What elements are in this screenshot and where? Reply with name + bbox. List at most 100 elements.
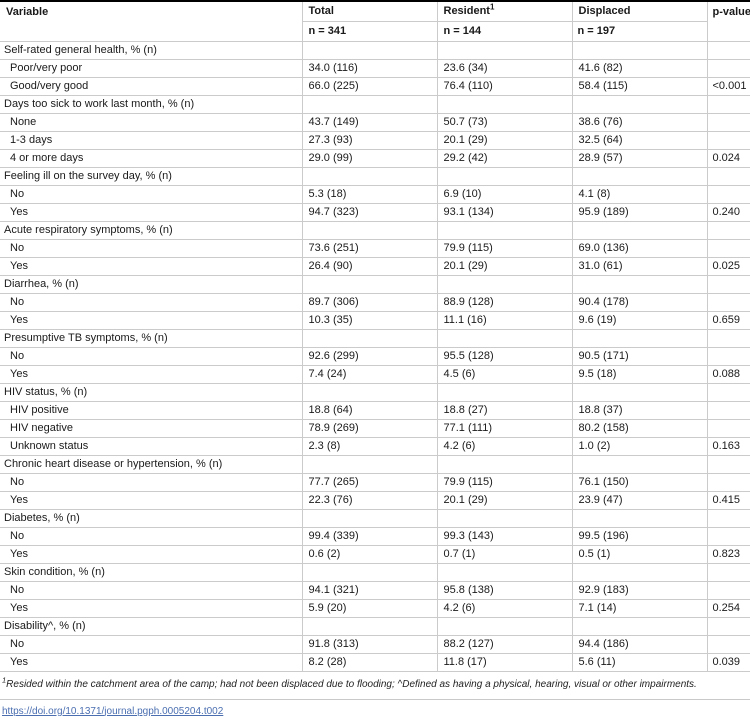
displaced-cell	[571, 40, 708, 60]
displaced-cell	[571, 166, 708, 186]
variable-cell: Skin condition, % (n)	[0, 562, 303, 582]
resident-cell: 11.8 (17)	[436, 652, 573, 672]
total-cell	[301, 40, 438, 60]
data-row: No 99.4 (339) 99.3 (143) 99.5 (196)	[0, 526, 750, 546]
data-row: Yes 22.3 (76) 20.1 (29) 23.9 (47) 0.415	[0, 490, 750, 510]
total-cell	[301, 562, 438, 582]
resident-cell: 99.3 (143)	[436, 526, 573, 546]
resident-cell: 4.2 (6)	[436, 598, 573, 618]
resident-footnote-marker: 1	[489, 2, 495, 12]
table-footnote: 1Resided within the catchment area of th…	[2, 676, 748, 692]
total-cell	[301, 274, 438, 294]
data-row: Yes 26.4 (90) 20.1 (29) 31.0 (61) 0.025	[0, 256, 750, 276]
footnote-divider	[0, 698, 750, 700]
displaced-cell	[571, 508, 708, 528]
pvalue-cell	[706, 562, 750, 582]
variable-cell: Days too sick to work last month, % (n)	[0, 94, 303, 114]
pvalue-cell	[706, 40, 750, 60]
resident-cell: 23.6 (34)	[436, 58, 573, 78]
resident-cell	[436, 616, 573, 636]
pvalue-cell	[706, 472, 750, 492]
pvalue-cell	[706, 526, 750, 546]
resident-cell: 6.9 (10)	[436, 184, 573, 204]
variable-cell: Chronic heart disease or hypertension, %…	[0, 454, 303, 474]
data-row: Yes 10.3 (35) 11.1 (16) 9.6 (19) 0.659	[0, 310, 750, 330]
data-row: No 94.1 (321) 95.8 (138) 92.9 (183)	[0, 580, 750, 600]
total-cell	[301, 328, 438, 348]
total-cell: 91.8 (313)	[301, 634, 438, 654]
displaced-cell: 5.6 (11)	[571, 652, 708, 672]
total-cell: 43.7 (149)	[301, 112, 438, 132]
pvalue-cell	[706, 418, 750, 438]
data-row: No 5.3 (18) 6.9 (10) 4.1 (8)	[0, 184, 750, 204]
displaced-cell	[571, 274, 708, 294]
pvalue-cell: 0.254	[706, 598, 750, 618]
variable-cell: No	[0, 580, 303, 600]
resident-cell: 88.2 (127)	[436, 634, 573, 654]
header-row-1: Variable Total Resident1 Displaced p-val…	[0, 0, 750, 42]
resident-cell	[436, 40, 573, 60]
resident-cell: 76.4 (110)	[436, 76, 573, 96]
column-header-resident-label: Resident	[443, 4, 490, 17]
displaced-cell: 18.8 (37)	[571, 400, 708, 420]
variable-cell: HIV negative	[0, 418, 303, 438]
pvalue-cell	[706, 58, 750, 78]
variable-cell: No	[0, 526, 303, 546]
variable-cell: Yes	[0, 598, 303, 618]
total-cell: 66.0 (225)	[301, 76, 438, 96]
variable-cell: No	[0, 472, 303, 492]
variable-cell: Good/very good	[0, 76, 303, 96]
total-cell	[301, 454, 438, 474]
variable-cell: Yes	[0, 544, 303, 564]
doi-line: https://doi.org/10.1371/journal.pgph.000…	[2, 706, 748, 717]
pvalue-cell	[706, 634, 750, 654]
variable-cell: No	[0, 346, 303, 366]
column-header-resident: Resident1	[436, 0, 573, 22]
displaced-n-header: n = 197	[571, 20, 707, 42]
displaced-cell: 0.5 (1)	[571, 544, 708, 564]
resident-n-header: n = 144	[436, 20, 573, 42]
variable-cell: Yes	[0, 310, 303, 330]
displaced-cell: 95.9 (189)	[571, 202, 708, 222]
displaced-cell: 80.2 (158)	[571, 418, 708, 438]
total-cell: 5.3 (18)	[301, 184, 438, 204]
pvalue-cell	[706, 238, 750, 258]
pvalue-cell: 0.415	[706, 490, 750, 510]
total-cell: 29.0 (99)	[301, 148, 438, 168]
displaced-cell: 28.9 (57)	[571, 148, 708, 168]
total-cell: 10.3 (35)	[301, 310, 438, 330]
variable-cell: 1-3 days	[0, 130, 303, 150]
resident-cell: 11.1 (16)	[436, 310, 573, 330]
total-cell	[301, 220, 438, 240]
data-row: 4 or more days 29.0 (99) 29.2 (42) 28.9 (57…	[0, 148, 750, 168]
data-row: 1-3 days 27.3 (93) 20.1 (29) 32.5 (64)	[0, 130, 750, 150]
variable-cell: No	[0, 634, 303, 654]
pvalue-cell: 0.088	[706, 364, 750, 384]
variable-cell: Yes	[0, 364, 303, 384]
resident-cell: 4.2 (6)	[436, 436, 573, 456]
data-row: Yes 8.2 (28) 11.8 (17) 5.6 (11) 0.039	[0, 652, 750, 672]
total-n-header: n = 341	[302, 20, 438, 42]
variable-group-row: Diarrhea, % (n)	[0, 274, 750, 294]
variable-cell: No	[0, 184, 303, 204]
pvalue-cell	[706, 274, 750, 294]
resident-cell	[436, 508, 573, 528]
displaced-cell: 31.0 (61)	[571, 256, 708, 276]
resident-cell: 79.9 (115)	[436, 472, 573, 492]
total-cell: 77.7 (265)	[301, 472, 438, 492]
pvalue-cell	[706, 328, 750, 348]
displaced-cell	[571, 94, 708, 114]
resident-cell: 50.7 (73)	[436, 112, 573, 132]
variable-cell: HIV positive	[0, 400, 303, 420]
displaced-cell: 38.6 (76)	[571, 112, 708, 132]
column-header-total: Total	[301, 0, 438, 22]
pvalue-cell	[706, 130, 750, 150]
pvalue-cell: 0.823	[706, 544, 750, 564]
total-cell: 2.3 (8)	[301, 436, 438, 456]
displaced-cell: 32.5 (64)	[571, 130, 708, 150]
doi-link[interactable]: https://doi.org/10.1371/journal.pgph.000…	[2, 705, 224, 717]
pvalue-cell: 0.240	[706, 202, 750, 222]
resident-cell: 95.8 (138)	[436, 580, 573, 600]
resident-cell: 20.1 (29)	[436, 256, 573, 276]
